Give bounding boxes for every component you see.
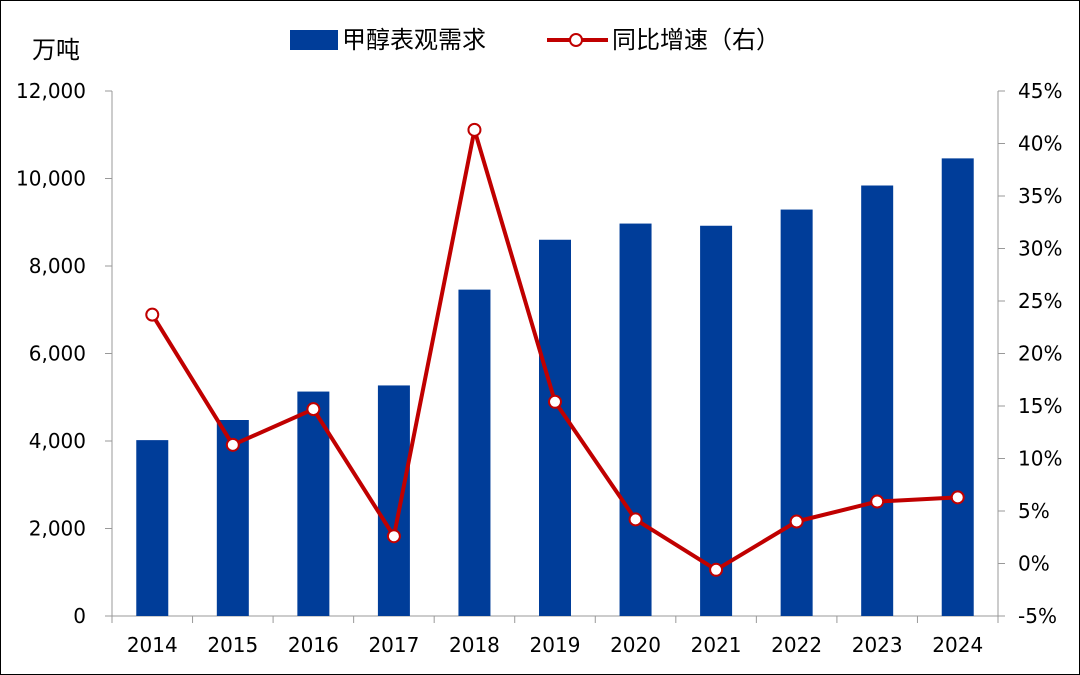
x-tick-label: 2018 [449, 633, 500, 657]
right-tick-label: 40% [1018, 132, 1062, 156]
right-tick-label: 10% [1018, 447, 1062, 471]
legend: 甲醇表观需求 同比增速（右） [290, 26, 780, 54]
bar-2020 [619, 223, 652, 616]
growth-point-2017 [386, 529, 401, 544]
right-axis-ticks: -5% 0% 5% 10% 15% 20% 25% 30% 35% 40% 45% [998, 79, 1062, 628]
x-tick-label: 2017 [368, 633, 419, 657]
x-tick-label: 2021 [691, 633, 742, 657]
right-tick-label: 5% [1018, 499, 1050, 523]
left-tick-label: 12,000 [16, 79, 86, 103]
bar-2015 [216, 420, 249, 616]
x-axis-ticks: 2014 2015 2016 2017 2018 2019 2020 2021 2022 2023… [111, 616, 999, 657]
right-tick-label: 25% [1018, 289, 1062, 313]
right-tick-label: -5% [1018, 604, 1057, 628]
left-tick-label: 2,000 [29, 517, 86, 541]
left-tick-label: 6,000 [29, 342, 86, 366]
bar-series [136, 158, 974, 616]
right-tick-label: 30% [1018, 237, 1062, 261]
bar-2019 [539, 239, 571, 616]
growth-point-2020 [628, 512, 643, 527]
left-axis-ticks: 0 2,000 4,000 6,000 8,000 10,000 12,000 [16, 79, 112, 628]
bar-2017 [377, 385, 410, 616]
bar-2024 [941, 158, 974, 616]
right-tick-label: 20% [1018, 342, 1062, 366]
x-tick-label: 2014 [127, 633, 178, 657]
left-tick-label: 4,000 [29, 429, 86, 453]
x-tick-label: 2015 [207, 633, 258, 657]
x-tick-label: 2024 [932, 633, 983, 657]
left-tick-label: 10,000 [16, 167, 86, 191]
legend-swatch-growth-marker [569, 33, 583, 47]
right-tick-label: 0% [1018, 552, 1050, 576]
legend-swatch-demand [290, 30, 338, 50]
growth-point-2019 [548, 394, 562, 409]
bar-2023 [861, 185, 894, 616]
x-tick-label: 2023 [852, 633, 903, 657]
growth-point-2016 [306, 402, 321, 417]
growth-point-2022 [789, 514, 804, 529]
growth-point-2024 [950, 490, 965, 505]
right-tick-label: 15% [1018, 394, 1062, 418]
right-tick-label: 45% [1018, 79, 1062, 103]
growth-point-2021 [709, 562, 724, 577]
x-tick-label: 2016 [288, 633, 339, 657]
x-tick-label: 2019 [530, 633, 581, 657]
growth-point-2018 [467, 122, 482, 137]
left-tick-label: 0 [73, 604, 86, 628]
legend-label-demand: 甲醇表观需求 [342, 26, 486, 54]
right-tick-label: 35% [1018, 184, 1062, 208]
bar-2018 [458, 289, 491, 616]
growth-point-2014 [145, 307, 160, 322]
left-tick-label: 8,000 [29, 254, 86, 278]
bar-2014 [136, 440, 169, 616]
growth-point-2023 [870, 494, 885, 509]
legend-label-growth: 同比增速（右） [612, 26, 780, 54]
bar-2022 [780, 209, 813, 616]
growth-point-2015 [225, 437, 240, 452]
bar-2021 [700, 225, 733, 616]
x-tick-label: 2020 [610, 633, 661, 657]
left-axis-unit: 万吨 [32, 36, 80, 64]
line-series [145, 122, 965, 577]
x-tick-label: 2022 [771, 633, 822, 657]
